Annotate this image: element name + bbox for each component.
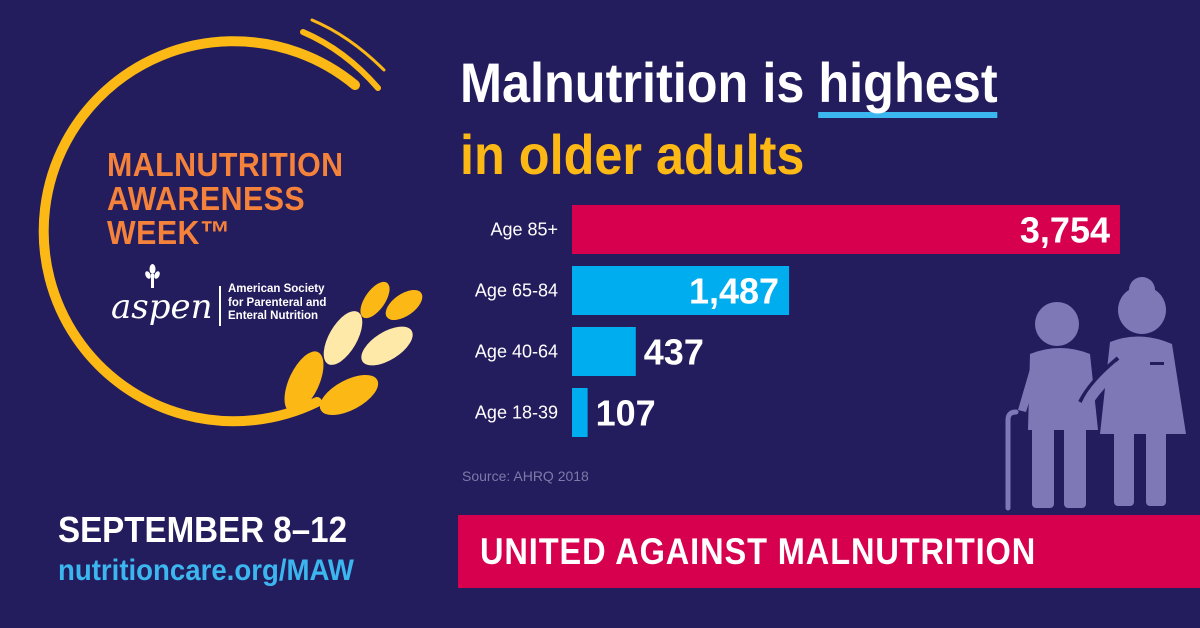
org-name-line: Enteral Nutrition: [228, 310, 319, 322]
aspen-logo-text: aspen: [111, 287, 213, 327]
wheat-grains-icon: [284, 281, 423, 416]
event-name-line-3: WEEK™: [107, 214, 231, 251]
bar: [572, 266, 790, 315]
event-url-link[interactable]: nutritioncare.org/MAW: [58, 554, 354, 587]
org-name-line: American Society: [228, 283, 325, 295]
maw-logo-ring: [38, 18, 423, 427]
bar: [572, 388, 588, 437]
caregiver-elder-icon: [1005, 277, 1186, 511]
event-name-line-1: MALNUTRITION: [107, 146, 344, 183]
bar-category-label: Age 65-84: [475, 281, 558, 301]
headline-line-1: Malnutrition is highest: [460, 50, 998, 118]
headline-highlight: highest: [818, 54, 998, 118]
bar-category-label: Age 18-39: [475, 403, 558, 423]
org-name-line: for Parenteral and: [228, 296, 327, 309]
org-full-name: American Society for Parenteral and Ente…: [228, 283, 358, 324]
chart-source: Source: AHRQ 2018: [462, 468, 589, 484]
bar-value-label: 1,487: [689, 271, 779, 312]
event-date: SEPTEMBER 8–12: [58, 509, 347, 550]
event-name-line-2: AWARENESS: [107, 180, 306, 217]
headline-line-2: in older adults: [460, 123, 805, 186]
logo-divider: [219, 286, 221, 326]
wheat-stalk-icon: [145, 264, 160, 288]
bar: [572, 205, 1120, 254]
headline-prefix: Malnutrition is: [460, 51, 819, 114]
slogan-banner: UNITED AGAINST MALNUTRITION: [458, 515, 1200, 588]
bar-category-label: Age 85+: [490, 220, 558, 240]
bar-value-label: 3,754: [1020, 210, 1110, 251]
age-bar-chart: Age 85+ 3,754 Age 65-84 1,487 Age 40-64 437 Ag…: [475, 205, 1120, 437]
slogan-text: UNITED AGAINST MALNUTRITION: [480, 531, 1037, 572]
bar-category-label: Age 40-64: [475, 342, 558, 362]
bar-value-label: 107: [596, 393, 656, 434]
bar: [572, 327, 636, 376]
bar-value-label: 437: [644, 332, 704, 373]
